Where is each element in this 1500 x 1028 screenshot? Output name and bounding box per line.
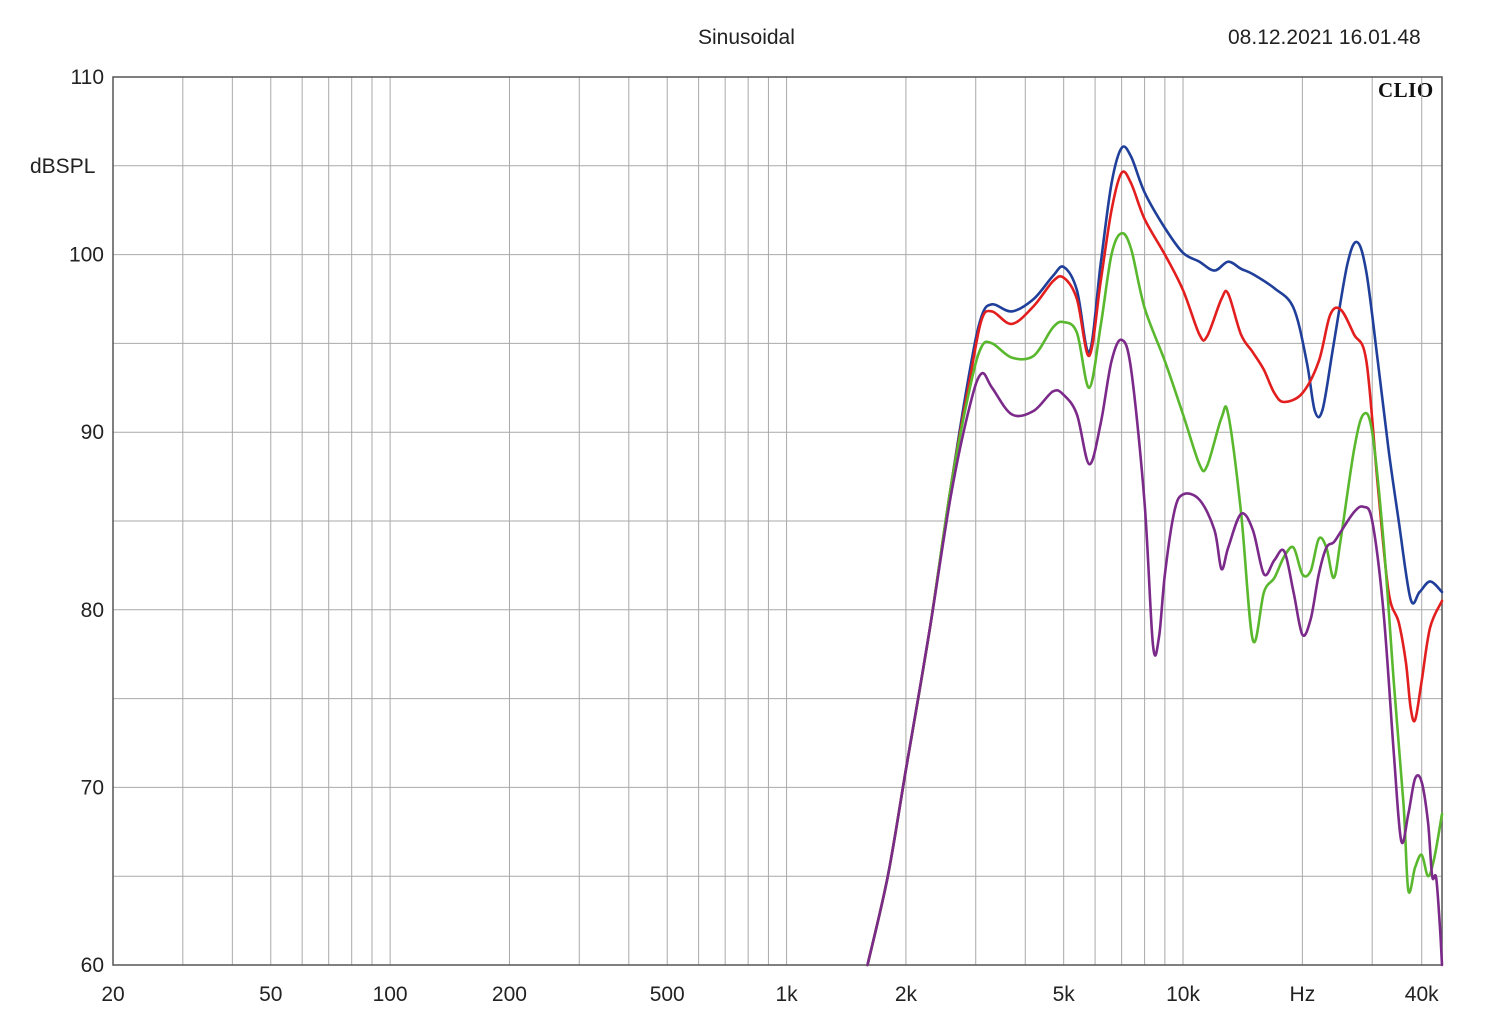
x-tick-label: Hz	[1290, 983, 1316, 1006]
x-tick-label: 10k	[1166, 983, 1200, 1006]
grid	[113, 77, 1442, 965]
y-tick-label: 80	[81, 599, 104, 622]
x-tick-label: 40k	[1405, 983, 1439, 1006]
x-tick-label: 200	[492, 983, 527, 1006]
x-tick-label: 500	[650, 983, 685, 1006]
y-tick-label: 100	[69, 244, 104, 267]
x-tick-label: 100	[373, 983, 408, 1006]
series-line-2	[866, 170, 1444, 967]
y-tick-label: 110	[71, 66, 104, 89]
y-tick-label: 70	[81, 776, 104, 799]
x-tick-label: 1k	[775, 983, 798, 1006]
y-axis-label: dBSPL	[30, 155, 96, 178]
y-tick-label: 90	[81, 421, 104, 444]
chart-title: Sinusoidal	[698, 26, 795, 49]
timestamp: 08.12.2021 16.01.48	[1228, 26, 1421, 49]
x-tick-label: 20	[101, 983, 124, 1006]
plot-border	[112, 76, 1443, 966]
y-tick-label: 60	[81, 954, 104, 977]
x-tick-label: 2k	[895, 983, 918, 1006]
series-group	[866, 145, 1444, 967]
series-line-4	[866, 338, 1444, 967]
x-tick-labels: 20 50 100 200 500 1k 2k 5k 10k Hz 40k	[101, 983, 1439, 1006]
series-line-3	[866, 231, 1444, 967]
plot-frame	[112, 76, 1443, 966]
clio-logo: CLIO	[1378, 78, 1434, 102]
series-line-1	[866, 145, 1444, 967]
x-tick-label: 5k	[1053, 983, 1076, 1006]
y-tick-labels: 60 70 80 90 100 110	[69, 66, 104, 977]
x-tick-label: 50	[259, 983, 282, 1006]
